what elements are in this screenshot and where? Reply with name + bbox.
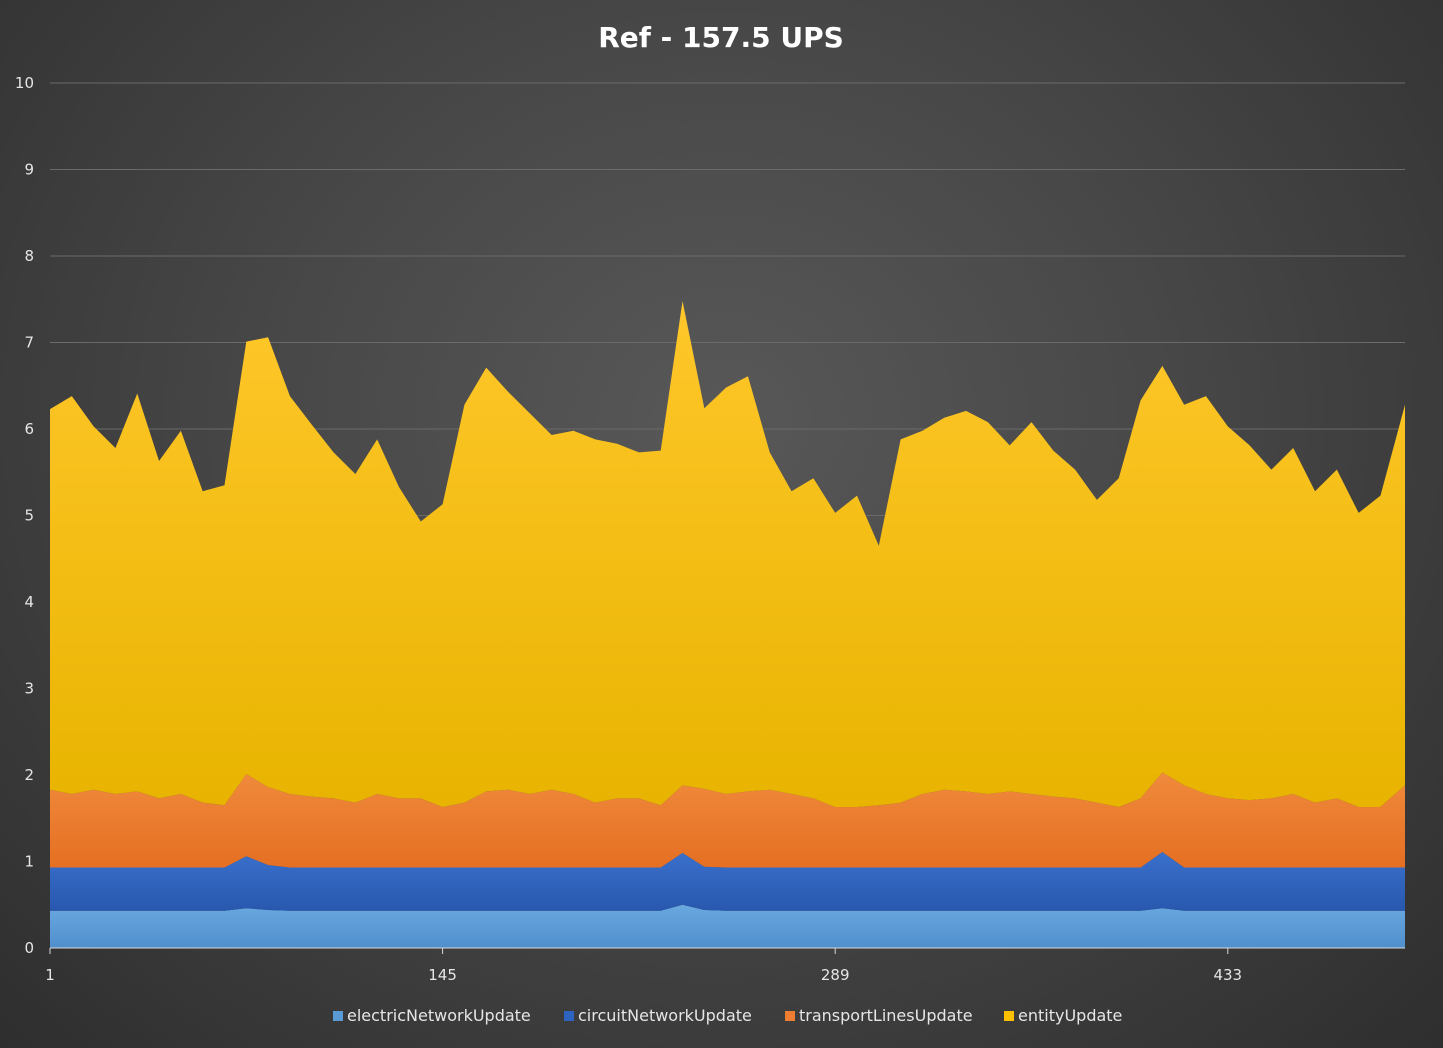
area-circuitNetworkUpdate [50, 851, 1405, 911]
legend: electricNetworkUpdate circuitNetworkUpdat… [333, 1006, 1122, 1025]
legend-swatch-entityUpdate [1004, 1011, 1014, 1021]
legend-label-transportLinesUpdate: transportLinesUpdate [799, 1006, 973, 1025]
legend-label-circuitNetworkUpdate: circuitNetworkUpdate [578, 1006, 752, 1025]
area-transportLinesUpdate [50, 772, 1405, 868]
y-tick-label: 3 [24, 680, 34, 698]
legend-swatch-circuitNetworkUpdate [564, 1011, 574, 1021]
area-entityUpdate [50, 300, 1405, 808]
x-tick-label: 1 [45, 966, 55, 984]
y-tick-label: 6 [24, 420, 34, 438]
chart-title: Ref - 157.5 UPS [598, 21, 844, 54]
area-electricNetworkUpdate [50, 904, 1405, 948]
y-tick-label: 2 [24, 766, 34, 784]
legend-swatch-transportLinesUpdate [785, 1011, 795, 1021]
x-tick-label: 145 [428, 966, 457, 984]
legend-label-electricNetworkUpdate: electricNetworkUpdate [347, 1006, 531, 1025]
y-tick-label: 4 [24, 593, 34, 611]
x-tick-label: 433 [1213, 966, 1242, 984]
y-tick-label: 10 [15, 74, 34, 92]
y-tick-label: 9 [24, 161, 34, 179]
y-tick-label: 5 [24, 507, 34, 525]
legend-label-entityUpdate: entityUpdate [1018, 1006, 1122, 1025]
x-tick-label: 289 [821, 966, 850, 984]
y-tick-label: 1 [24, 853, 34, 871]
y-tick-label: 7 [24, 334, 34, 352]
series-areas [50, 300, 1405, 948]
legend-swatch-electricNetworkUpdate [333, 1011, 343, 1021]
y-tick-label: 0 [24, 939, 34, 957]
y-tick-label: 8 [24, 247, 34, 265]
